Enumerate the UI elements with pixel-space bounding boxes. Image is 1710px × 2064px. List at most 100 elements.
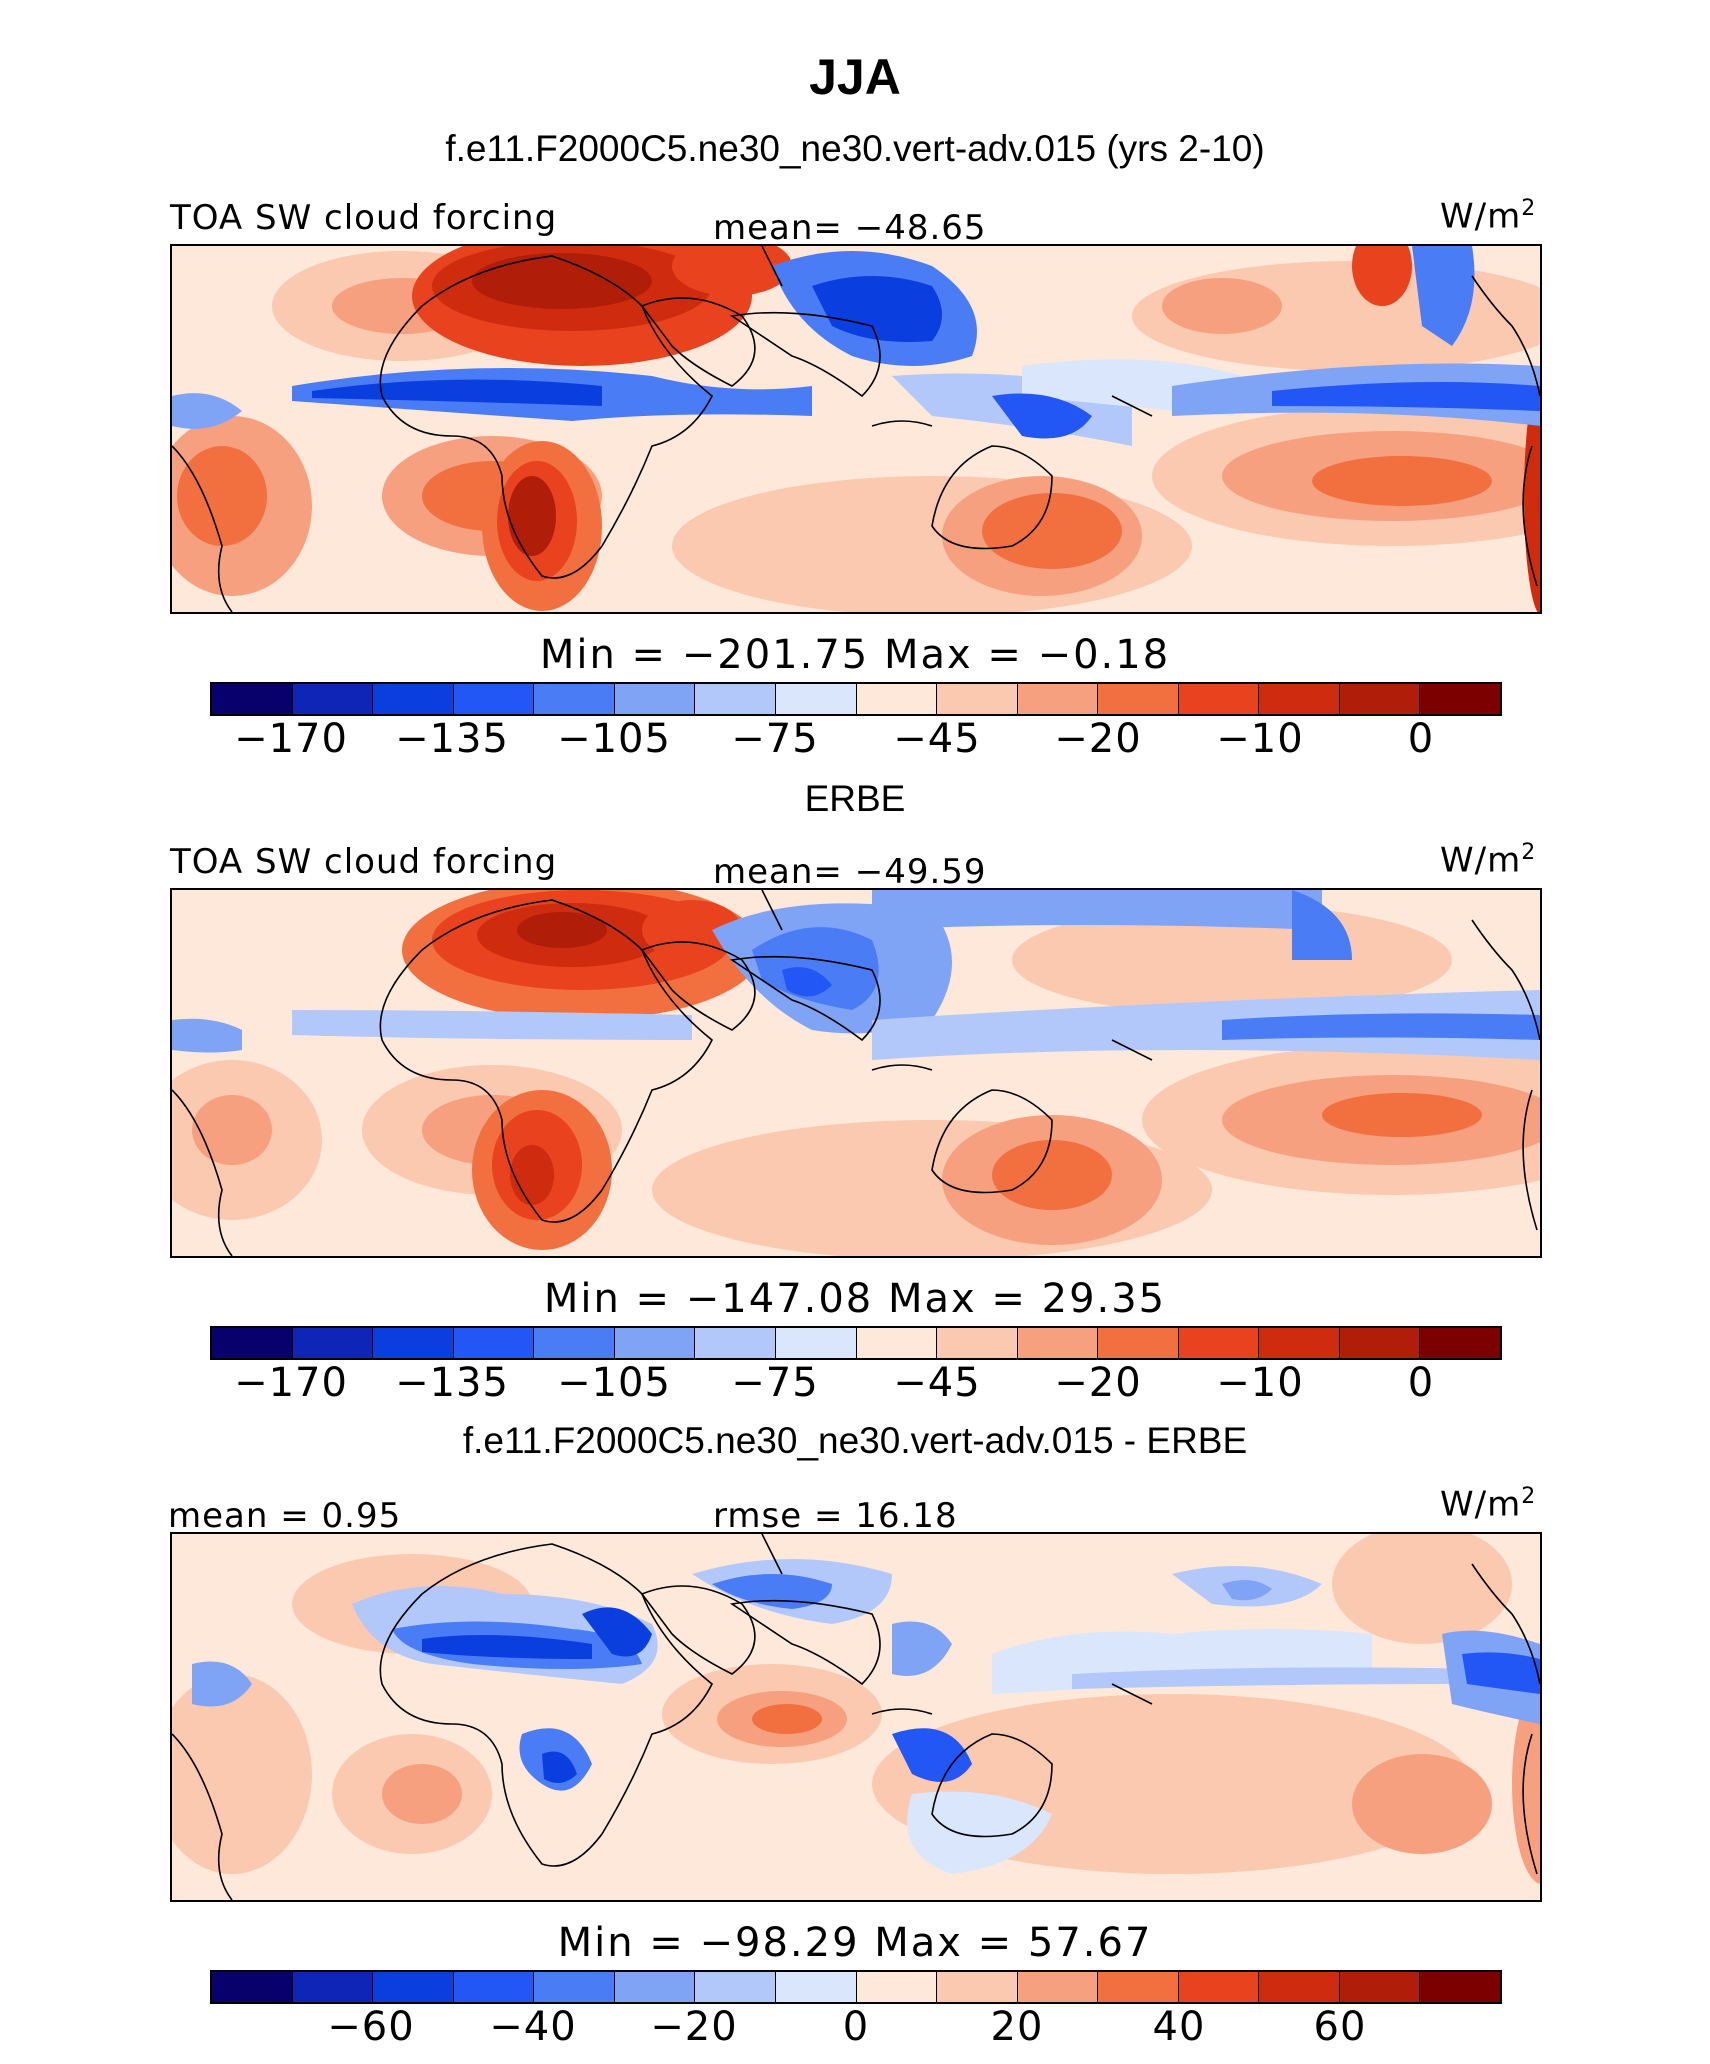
panel2-colorbar-swatch <box>775 1328 857 1358</box>
panel3-colorbar-swatch <box>695 1972 776 2002</box>
panel1-left-label: TOA SW cloud forcing <box>170 198 558 238</box>
panel2-colorbar <box>210 1326 1502 1360</box>
panel3-title: f.e11.F2000C5.ne30_ne30.vert-adv.015 - E… <box>462 1420 1248 1461</box>
panel1-colorbar-swatch <box>695 684 776 714</box>
panel2-colorbar-swatch <box>373 1328 454 1358</box>
panel3-rmse-label: rmse = 16.18 <box>713 1496 958 1536</box>
panel1-colorbar-swatch <box>453 684 535 714</box>
panel1-units-base: W/m <box>1440 196 1522 237</box>
panel2-map-svg <box>172 890 1540 1256</box>
panel3-units-base: W/m <box>1440 1484 1522 1525</box>
panel3-units: W/m2 <box>1440 1484 1536 1524</box>
panel1-colorbar-tick: −10 <box>1216 716 1304 762</box>
panel3-colorbar-tick: 60 <box>1313 2004 1367 2050</box>
panel3-colorbar-swatch <box>1420 1972 1500 2002</box>
panel2-colorbar-swatch <box>1339 1328 1421 1358</box>
panel2-title: ERBE <box>804 778 906 819</box>
panel1-colorbar-swatch <box>1420 684 1500 714</box>
panel1-colorbar-swatch <box>373 684 454 714</box>
panel1-colorbar-swatch <box>212 684 293 714</box>
panel3-colorbar-swatch <box>937 1972 1018 2002</box>
panel1-colorbar-swatch <box>614 684 696 714</box>
panel3-mean-label: mean = 0.95 <box>168 1496 402 1536</box>
panel1-colorbar-tick: −75 <box>731 716 819 762</box>
panel2-colorbar-swatch <box>695 1328 776 1358</box>
panel2-left-label: TOA SW cloud forcing <box>170 842 558 882</box>
panel3-colorbar <box>210 1970 1502 2004</box>
panel2-colorbar-swatch <box>1017 1328 1099 1358</box>
panel2-colorbar-tick: −45 <box>893 1360 981 1406</box>
panel1-colorbar-tick: 0 <box>1407 716 1435 762</box>
panel1-colorbar-swatch <box>1339 684 1421 714</box>
panel2-colorbar-tick: −105 <box>557 1360 671 1406</box>
panel3-minmax: Min = −98.29 Max = 57.67 <box>557 1920 1153 1966</box>
panel2-colorbar-tick: −135 <box>395 1360 509 1406</box>
panel1-colorbar-tick: −45 <box>893 716 981 762</box>
panel3-colorbar-tick: −60 <box>327 2004 415 2050</box>
panel2-colorbar-tick: −10 <box>1216 1360 1304 1406</box>
panel3-colorbar-swatch <box>292 1972 374 2002</box>
panel3-colorbar-swatch <box>453 1972 535 2002</box>
panel1-colorbar-swatch <box>1017 684 1099 714</box>
panel1-colorbar-tick: −170 <box>234 716 348 762</box>
panel3-map <box>170 1532 1542 1902</box>
panel1-colorbar-swatch <box>292 684 374 714</box>
panel2-minmax: Min = −147.08 Max = 29.35 <box>543 1276 1167 1322</box>
panel1-colorbar-swatch <box>1259 684 1340 714</box>
panel3-colorbar-swatch <box>373 1972 454 2002</box>
panel2-colorbar-swatch <box>212 1328 293 1358</box>
panel1-colorbar-swatch <box>856 684 938 714</box>
panel2-colorbar-swatch <box>292 1328 374 1358</box>
page-subtitle: f.e11.F2000C5.ne30_ne30.vert-adv.015 (yr… <box>445 128 1265 169</box>
panel1-minmax: Min = −201.75 Max = −0.18 <box>539 632 1171 678</box>
panel1-map-svg <box>172 246 1540 612</box>
panel1-colorbar-tick: −20 <box>1054 716 1142 762</box>
panel1-colorbar-tick: −135 <box>395 716 509 762</box>
panel2-colorbar-swatch <box>1178 1328 1260 1358</box>
page-title: JJA <box>809 49 901 105</box>
panel3-colorbar-swatch <box>212 1972 293 2002</box>
panel3-units-exp: 2 <box>1521 1484 1537 1509</box>
panel2-units-base: W/m <box>1440 840 1522 881</box>
panel1-map <box>170 244 1542 614</box>
panel2-colorbar-swatch <box>856 1328 938 1358</box>
panel1-colorbar-swatch <box>775 684 857 714</box>
panel2-colorbar-tick: 0 <box>1407 1360 1435 1406</box>
panel1-units: W/m2 <box>1440 196 1536 236</box>
panel1-colorbar-swatch <box>1178 684 1260 714</box>
panel1-colorbar-swatch <box>534 684 615 714</box>
panel3-colorbar-swatch <box>1178 1972 1260 2002</box>
panel2-colorbar-tick: −20 <box>1054 1360 1142 1406</box>
panel3-colorbar-swatch <box>614 1972 696 2002</box>
panel2-colorbar-swatch <box>614 1328 696 1358</box>
panel3-colorbar-tick: −20 <box>650 2004 738 2050</box>
panel2-units: W/m2 <box>1440 840 1536 880</box>
panel3-map-svg <box>172 1534 1540 1900</box>
panel3-colorbar-tick: 40 <box>1152 2004 1206 2050</box>
panel2-colorbar-swatch <box>1259 1328 1340 1358</box>
panel2-colorbar-swatch <box>1098 1328 1179 1358</box>
panel2-units-exp: 2 <box>1521 840 1537 865</box>
panel3-colorbar-tick: −40 <box>489 2004 577 2050</box>
panel3-colorbar-tick: 20 <box>990 2004 1044 2050</box>
panel2-colorbar-swatch <box>937 1328 1018 1358</box>
panel1-colorbar-swatch <box>937 684 1018 714</box>
panel1-units-exp: 2 <box>1521 196 1537 221</box>
panel3-colorbar-swatch <box>1017 1972 1099 2002</box>
panel1-colorbar-tick: −105 <box>557 716 671 762</box>
panel3-colorbar-swatch <box>1259 1972 1340 2002</box>
panel1-colorbar-swatch <box>1098 684 1179 714</box>
panel2-colorbar-tick: −170 <box>234 1360 348 1406</box>
panel2-map <box>170 888 1542 1258</box>
panel3-colorbar-swatch <box>856 1972 938 2002</box>
panel3-colorbar-tick: 0 <box>842 2004 870 2050</box>
panel2-colorbar-swatch <box>453 1328 535 1358</box>
panel3-colorbar-swatch <box>1098 1972 1179 2002</box>
panel3-colorbar-swatch <box>534 1972 615 2002</box>
panel3-colorbar-swatch <box>1339 1972 1421 2002</box>
panel2-colorbar-swatch <box>534 1328 615 1358</box>
panel2-colorbar-swatch <box>1420 1328 1500 1358</box>
panel1-mean-label: mean= −48.65 <box>713 208 987 248</box>
panel3-colorbar-swatch <box>775 1972 857 2002</box>
panel2-mean-label: mean= −49.59 <box>713 852 987 892</box>
